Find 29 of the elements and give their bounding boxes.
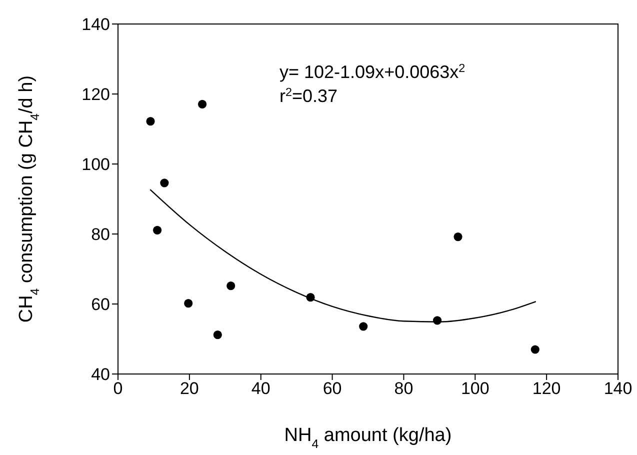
y-tick-label: 120 [82, 85, 110, 104]
x-tick-label: 40 [251, 379, 270, 398]
point [184, 299, 193, 308]
annotation: y= 102-1.09x+0.0063x$^{2}$ [280, 62, 466, 82]
x-tick-label: 60 [322, 379, 342, 398]
point [198, 100, 207, 108]
point [306, 293, 315, 302]
x-tick-label: 120 [532, 379, 561, 398]
x-tick-label: 80 [394, 379, 414, 398]
point [359, 322, 368, 331]
y-tick-label: 60 [91, 295, 110, 314]
point [432, 316, 442, 325]
y-tick-label: 40 [91, 365, 110, 384]
x-tick-label: 100 [460, 379, 490, 398]
annotation: r$^{2}$=0.37 [280, 86, 338, 106]
x-tick-label: 0 [113, 379, 123, 398]
point [152, 226, 162, 234]
x-tick-label: 140 [604, 379, 632, 398]
point [454, 232, 462, 242]
point [213, 330, 222, 340]
x-axis-title: NH$_{4}$ amount (kg/ha) [284, 425, 452, 451]
point [226, 282, 236, 290]
y-tick-label: 100 [82, 155, 110, 174]
point [146, 117, 155, 126]
y-tick-label: 80 [91, 225, 110, 244]
x-tick-label: 20 [180, 379, 199, 398]
y-tick-label: 140 [82, 15, 110, 34]
point [160, 178, 169, 188]
point [530, 345, 540, 354]
